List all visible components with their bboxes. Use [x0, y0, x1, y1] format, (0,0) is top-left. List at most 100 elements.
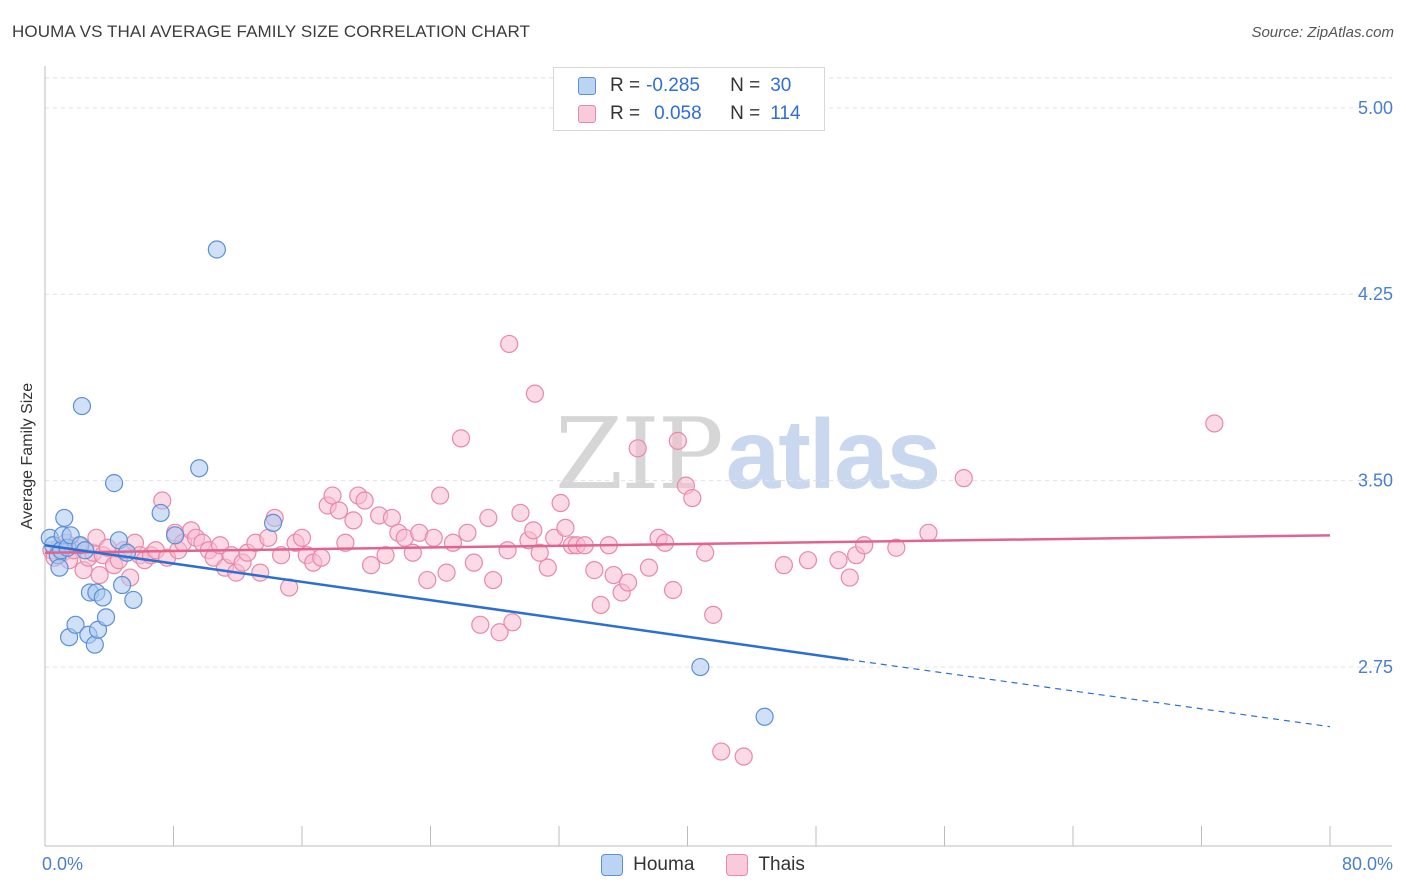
- houma-point: [66, 615, 85, 634]
- thai-point: [655, 533, 675, 552]
- thai-point: [418, 570, 437, 590]
- legend-r-value: 0.058: [654, 103, 702, 124]
- thai-point: [443, 533, 463, 552]
- thai-point: [451, 429, 471, 448]
- thai-point: [530, 543, 549, 562]
- thai-point: [887, 538, 906, 557]
- series-legend-thais: Thais: [726, 854, 805, 876]
- thai-points: [42, 334, 1224, 766]
- thai-point: [628, 439, 647, 458]
- thai-point: [774, 556, 793, 575]
- thai-point: [919, 523, 938, 542]
- thai-point: [556, 518, 575, 537]
- thai-point: [464, 553, 483, 572]
- watermark-atlas: atlas: [725, 399, 941, 509]
- x-tick-label-end: 80.0%: [1342, 854, 1393, 874]
- legend-row-houma: R = -0.285 N = 30: [578, 73, 791, 99]
- houma-legend-label: Houma: [633, 854, 695, 875]
- thai-point: [585, 561, 604, 580]
- houma-point: [112, 575, 132, 595]
- thai-point: [251, 563, 270, 582]
- thai-point: [344, 511, 363, 530]
- thai-point: [668, 431, 687, 450]
- thai-point: [292, 528, 312, 547]
- y-tick-label: 4.25: [1358, 284, 1393, 304]
- houma-trend-line: [44, 544, 849, 661]
- houma-point: [96, 608, 116, 627]
- houma-point: [263, 513, 283, 532]
- legend-n-value: 30: [770, 75, 792, 96]
- thai-point: [538, 558, 557, 577]
- houma-legend-swatch: [601, 854, 624, 876]
- houma-swatch: [578, 77, 596, 95]
- thai-point: [840, 568, 859, 587]
- thai-point: [479, 508, 498, 528]
- thai-point: [604, 565, 623, 585]
- thai-point: [855, 536, 874, 555]
- thai-point: [618, 573, 638, 592]
- thai-point: [431, 486, 450, 505]
- y-tick-labels: 2.75 3.50 4.25 5.00: [1358, 98, 1393, 677]
- thai-point: [458, 523, 477, 542]
- thai-point: [490, 623, 509, 642]
- houma-point: [85, 635, 104, 654]
- thai-point: [524, 521, 543, 540]
- houma-point: [166, 526, 185, 545]
- houma-point: [104, 474, 124, 493]
- thai-point: [663, 580, 683, 600]
- thai-point: [484, 570, 503, 590]
- axes: [44, 66, 1392, 847]
- x-tick-label-start: 0.0%: [42, 854, 83, 874]
- houma-point: [55, 508, 74, 528]
- thai-point: [376, 546, 395, 565]
- chart-title: HOUMA VS THAI AVERAGE FAMILY SIZE CORREL…: [12, 22, 531, 41]
- thai-point: [90, 565, 109, 585]
- houma-point: [50, 558, 69, 577]
- thai-point: [336, 533, 355, 552]
- legend-n-value: 114: [770, 103, 801, 124]
- thai-trend-line: [44, 534, 1331, 554]
- correlation-legend: R = -0.285 N = 30 R = 0.058 N = 114: [553, 67, 825, 131]
- trend-lines: [44, 534, 1331, 728]
- y-tick-label: 5.00: [1358, 98, 1393, 118]
- thai-point: [591, 595, 610, 615]
- houma-point: [755, 707, 774, 726]
- thai-point: [272, 546, 291, 565]
- houma-point: [124, 590, 143, 610]
- legend-r-value: -0.285: [646, 75, 700, 96]
- thai-point: [437, 563, 456, 582]
- thai-point: [798, 551, 818, 570]
- source-credit: Source: ZipAtlas.com: [1251, 24, 1394, 41]
- series-legend: Houma Thais: [0, 852, 1406, 878]
- houma-point: [691, 657, 710, 677]
- houma-point: [151, 503, 170, 523]
- thai-point: [471, 615, 490, 634]
- thai-point: [1205, 414, 1224, 433]
- thais-legend-swatch: [726, 854, 749, 876]
- thai-point: [829, 551, 848, 570]
- houma-trend-extension: [848, 658, 1331, 728]
- thai-point: [361, 556, 381, 575]
- thai-point: [424, 528, 443, 547]
- legend-r-label: R =: [610, 103, 641, 124]
- thai-point: [696, 543, 715, 562]
- thai-point: [355, 491, 374, 510]
- houma-point: [72, 396, 92, 416]
- grid-lines: [45, 77, 1392, 668]
- legend-r-label: R =: [610, 75, 641, 96]
- thai-point: [683, 488, 702, 508]
- x-tick-labels: 0.0% 80.0%: [42, 854, 1393, 874]
- houma-point: [207, 240, 226, 259]
- thai-swatch: [578, 105, 596, 123]
- thai-point: [712, 742, 731, 761]
- legend-n-label: N =: [730, 75, 761, 96]
- thai-point: [551, 493, 570, 513]
- series-legend-houma: Houma: [601, 854, 694, 876]
- houma-points: [40, 240, 774, 726]
- thai-point: [498, 541, 517, 560]
- legend-row-thai: R = 0.058 N = 114: [578, 101, 801, 127]
- legend-n-label: N =: [730, 103, 761, 124]
- thai-point: [525, 384, 545, 403]
- thai-point: [954, 469, 973, 488]
